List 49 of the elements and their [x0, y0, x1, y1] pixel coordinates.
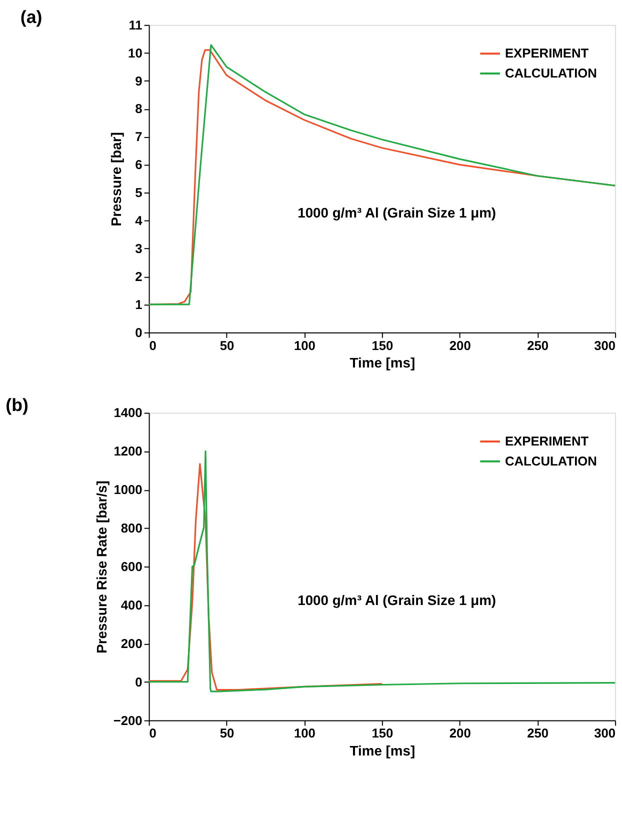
x-tick-label: 50 [220, 338, 234, 353]
y-tick-label: 5 [135, 185, 142, 200]
chart-title: (a) [20, 6, 42, 27]
y-tick-label: 0 [135, 324, 142, 340]
x-tick-label: 200 [449, 726, 471, 741]
y-tick-label: 7 [135, 129, 142, 144]
line-series [148, 463, 383, 691]
x-tick-label: 150 [372, 726, 394, 741]
y-tick-label: 9 [135, 73, 142, 88]
legend-label: EXPERIMENT [504, 46, 589, 61]
legend-label: EXPERIMENT [504, 434, 589, 448]
y-tick-label: 4 [135, 213, 144, 228]
y-tick-label: −200 [113, 712, 142, 728]
x-tick-label: 100 [294, 726, 316, 741]
y-tick-label: 0 [135, 674, 142, 690]
annotation: 1000 g/m³ Al (Grain Size 1 μm) [298, 204, 496, 220]
y-tick-label: 400 [120, 597, 142, 612]
x-axis-title: Time [ms] [350, 742, 416, 759]
y-tick-label: 1200 [114, 444, 142, 459]
y-tick-label: 1400 [114, 405, 142, 420]
x-tick-label: 150 [372, 338, 394, 353]
legend-label: CALCULATION [504, 453, 597, 468]
chart-title: (b) [6, 394, 29, 415]
y-tick-label: 800 [120, 520, 142, 536]
x-tick-label: 0 [149, 338, 156, 353]
x-tick-label: 300 [594, 338, 616, 353]
y-tick-label: 1 [135, 296, 142, 312]
x-tick-label: 250 [527, 726, 549, 741]
y-tick-label: 3 [135, 241, 142, 256]
y-tick-label: 8 [135, 101, 142, 116]
x-tick-label: 200 [449, 338, 471, 353]
y-tick-label: 6 [135, 157, 142, 172]
y-tick-label: 11 [128, 17, 142, 32]
y-tick-label: 2 [135, 268, 142, 284]
y-tick-label: 10 [128, 45, 142, 60]
x-axis-title: Time [ms] [350, 354, 416, 371]
line-series [148, 450, 616, 692]
annotation: 1000 g/m³ Al (Grain Size 1 μm) [298, 592, 496, 608]
y-tick-label: 600 [120, 558, 142, 574]
x-tick-label: 100 [294, 338, 316, 353]
y-axis-title: Pressure Rise Rate [bar/s] [93, 480, 110, 654]
x-tick-label: 250 [527, 338, 549, 353]
y-tick-label: 200 [120, 636, 142, 651]
legend-label: CALCULATION [504, 65, 597, 80]
y-tick-label: 1000 [114, 482, 142, 498]
x-tick-label: 300 [594, 726, 616, 741]
x-tick-label: 50 [220, 726, 234, 741]
x-tick-label: 0 [149, 726, 156, 741]
y-axis-title: Pressure [bar] [108, 132, 124, 226]
